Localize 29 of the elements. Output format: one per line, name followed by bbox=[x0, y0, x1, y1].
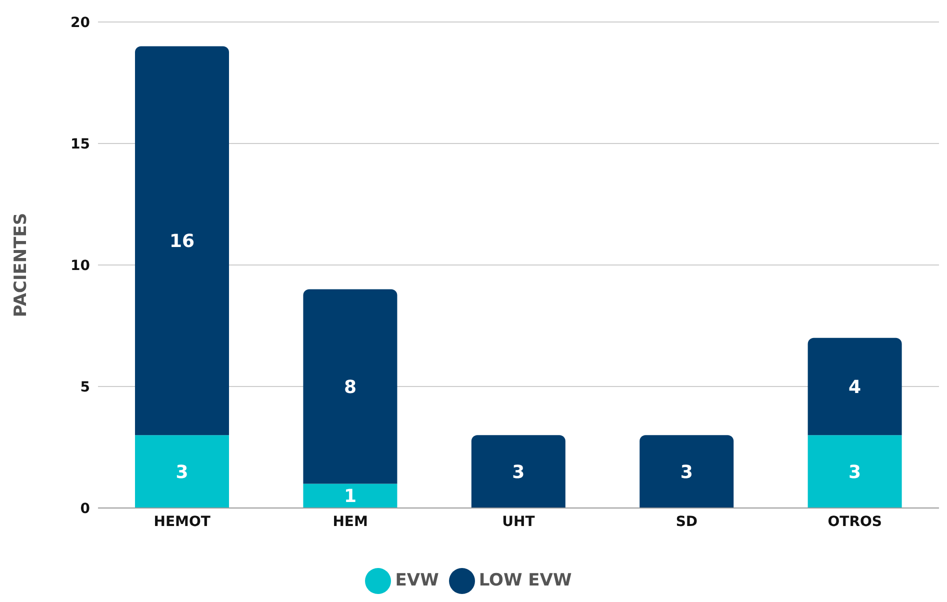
x-tick-label: SD bbox=[676, 514, 698, 530]
legend-label: LOW EVW bbox=[478, 570, 572, 591]
bar bbox=[808, 435, 902, 508]
legend-label: EVW bbox=[395, 570, 439, 591]
bar bbox=[303, 484, 398, 508]
x-tick-label: HEM bbox=[332, 514, 368, 530]
y-tick-label: 15 bbox=[70, 136, 90, 152]
data-label: 3 bbox=[848, 462, 862, 483]
y-tick-label: 5 bbox=[80, 379, 90, 396]
bar bbox=[135, 46, 230, 436]
data-label: 16 bbox=[169, 231, 195, 252]
bar bbox=[303, 289, 398, 484]
bar bbox=[808, 338, 902, 436]
data-label: 3 bbox=[512, 462, 525, 483]
x-tick-label: UHT bbox=[502, 514, 536, 530]
x-tick-label: OTROS bbox=[828, 514, 882, 530]
data-label: 3 bbox=[176, 462, 188, 483]
data-label: 4 bbox=[848, 376, 862, 398]
bar bbox=[135, 435, 230, 508]
bar bbox=[640, 435, 734, 508]
data-label: 3 bbox=[680, 462, 693, 483]
y-tick-label: 20 bbox=[70, 14, 90, 31]
data-label: 8 bbox=[344, 376, 356, 398]
x-tick-label: HEMOT bbox=[154, 514, 211, 530]
bar bbox=[471, 435, 566, 508]
y-tick-label: 10 bbox=[70, 258, 90, 274]
y-tick-label: 0 bbox=[80, 500, 90, 517]
data-label: 1 bbox=[344, 486, 356, 508]
y-axis-title: PACIENTES bbox=[11, 212, 32, 318]
